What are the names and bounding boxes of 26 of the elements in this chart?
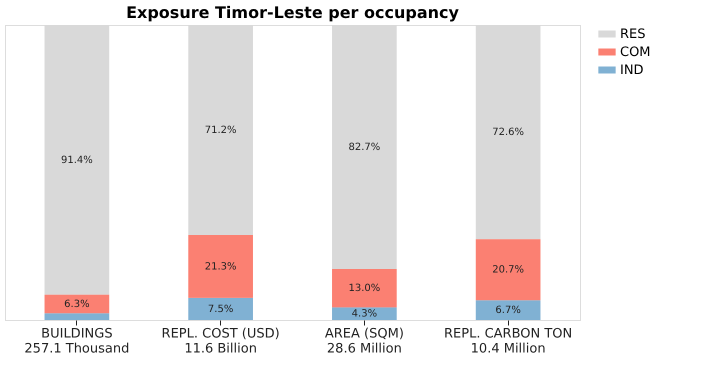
data-label: 91.4%: [60, 154, 93, 166]
bar: [188, 235, 253, 298]
data-label: 4.3%: [352, 308, 378, 320]
legend-label: IND: [620, 63, 644, 78]
data-label: 6.3%: [64, 298, 90, 310]
bar: [188, 298, 253, 320]
data-label: 6.7%: [495, 305, 521, 316]
bar: [332, 268, 397, 308]
data-label: 7.5%: [208, 304, 234, 315]
data-label: 20.7%: [492, 264, 524, 276]
data-label: 82.7%: [348, 142, 380, 153]
x-tick-label: REPL. COST (USD) 11.6 Billion: [162, 326, 280, 356]
legend-label: COM: [620, 45, 651, 60]
data-label: 13.0%: [348, 283, 380, 294]
bar: [476, 300, 540, 320]
data-label: 21.3%: [204, 261, 237, 272]
chart-title: Exposure Timor-Leste per occupancy: [126, 3, 460, 22]
x-tick-label: REPL. CARBON TON 10.4 Million: [444, 326, 572, 356]
data-label: 71.2%: [204, 125, 237, 136]
bar: [44, 294, 110, 314]
x-tick-label: AREA (SQM) 28.6 Million: [324, 326, 404, 356]
legend-label: RES: [620, 27, 646, 42]
x-tick-label: BUILDINGS 257.1 Thousand: [24, 326, 130, 356]
bar: [44, 313, 110, 320]
data-label: 72.6%: [492, 127, 524, 138]
bar: [476, 239, 540, 300]
